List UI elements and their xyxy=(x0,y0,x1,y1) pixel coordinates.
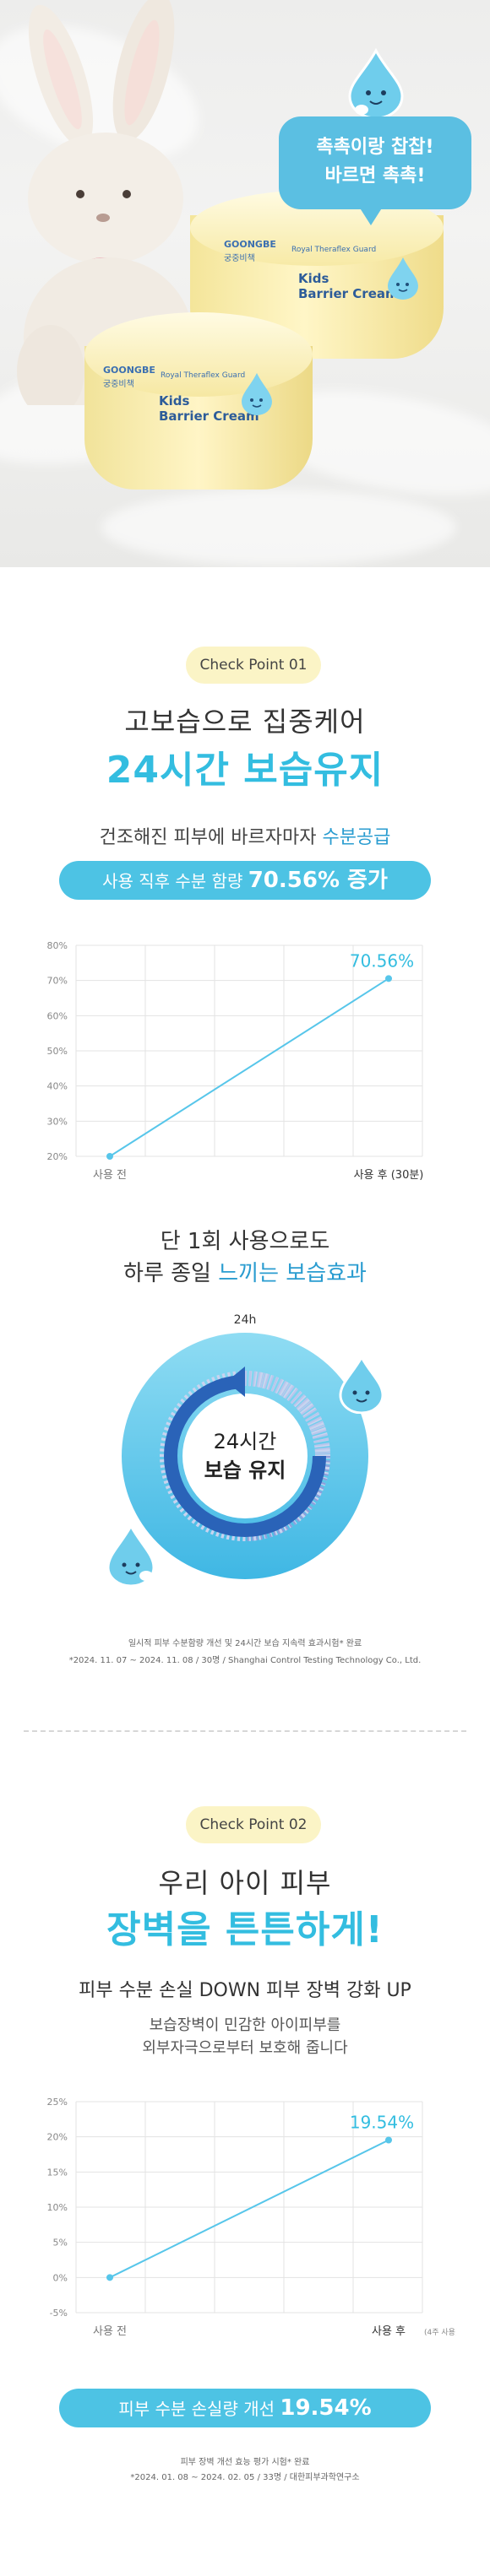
y-tick-label: 40% xyxy=(47,1081,68,1092)
hero-image: GOONGBE 궁중비책 Royal Theraflex Guard Kids … xyxy=(0,0,490,567)
jar-name-2: Barrier Cream xyxy=(159,409,259,424)
y-tick-label: 60% xyxy=(47,1010,68,1021)
x-category-label: 사용 전 xyxy=(93,1169,127,1182)
y-tick-label: 5% xyxy=(53,2238,68,2249)
clock-center-1: 24시간 xyxy=(213,1430,277,1453)
banner-2-value: 19.54% xyxy=(280,2395,372,2421)
jar-tagline: Royal Theraflex Guard xyxy=(161,371,246,380)
x-category-note: (4주 사용) xyxy=(424,2328,456,2337)
y-tick-label: 15% xyxy=(47,2167,68,2178)
checkpoint-pill-2: Check Point 02 xyxy=(186,1806,321,1843)
headline-1a: 고보습으로 집중케어 xyxy=(124,706,366,738)
footnote-1b: *2024. 11. 07 ~ 2024. 11. 08 / 30명 / Sha… xyxy=(68,1656,422,1665)
subhead-1-highlight: 수분공급 xyxy=(322,827,391,848)
day-title-1: 단 1회 사용으로도 xyxy=(160,1229,330,1254)
result-banner-1: 사용 직후 수분 함량 70.56% 증가 xyxy=(59,861,431,900)
footnote-2a: 피부 장벽 개선 효능 평가 시험* 완료 xyxy=(180,2458,310,2467)
y-tick-label: 10% xyxy=(47,2202,68,2213)
headline-2b: 장벽을 튼튼하게! xyxy=(106,1908,384,1951)
bunny-plush xyxy=(17,0,193,405)
y-tick-label: 25% xyxy=(47,2097,68,2108)
bubble-line-2: 바르면 촉촉! xyxy=(324,165,426,187)
day-title-2: 하루 종일 느끼는 보습효과 xyxy=(0,1256,490,1287)
speech-bubble: 촉촉이랑 찹찹! 바르면 촉촉! xyxy=(279,116,471,209)
y-tick-label: 80% xyxy=(47,940,68,951)
series-line xyxy=(109,977,389,1157)
day-title-2-prefix: 하루 종일 xyxy=(123,1261,219,1286)
banner-1-prefix: 사용 직후 수분 함량 xyxy=(102,871,248,891)
moisture-24h-ring xyxy=(122,1333,368,1579)
desc-2a: 보습장벽이 민감한 아이피부를 xyxy=(149,2016,341,2034)
drop-mascot-icon xyxy=(242,373,272,415)
data-point xyxy=(106,2274,113,2281)
x-category-label: 사용 전 xyxy=(93,2325,127,2338)
day-title-2-highlight: 느끼는 보습효과 xyxy=(218,1261,367,1286)
data-point xyxy=(385,2136,392,2144)
y-tick-label: 50% xyxy=(47,1046,68,1057)
headline-1b: 24시간 보습유지 xyxy=(106,749,384,792)
y-tick-label: 30% xyxy=(47,1116,68,1127)
data-point xyxy=(385,975,392,982)
drop-mascot-right-icon xyxy=(339,1355,384,1414)
speech-bubble-tail xyxy=(359,207,383,225)
y-tick-label: 20% xyxy=(47,1151,68,1162)
bubble-line-1: 촉촉이랑 찹찹! xyxy=(316,137,434,158)
jar-brand: GOONGBE xyxy=(224,239,276,250)
banner-2-prefix: 피부 수분 손실량 개선 xyxy=(118,2399,280,2419)
jar-name-1: Kids xyxy=(159,393,190,409)
cream-jar-front: GOONGBE 궁중비책 Royal Theraflex Guard Kids … xyxy=(84,312,313,498)
checkpoint-pill-1: Check Point 01 xyxy=(186,647,321,684)
moisture-line-chart: 20% 30% 40% 50% 60% 70% 80% 70.56% 사용 전 사용 후 (30분… xyxy=(47,940,424,1182)
jar-brand: GOONGBE xyxy=(103,365,155,376)
footnote-1a: 일시적 피부 수분함량 개선 및 24시간 보습 지속력 효과시험* 완료 xyxy=(128,1639,362,1648)
subhead-1: 건조해진 피부에 바르자마자 수분공급 xyxy=(0,822,490,849)
water-loss-line-chart: -5% 0% 5% 10% 15% 20% 25% 19.54% 사용 전 사용 후 (4주 사용) xyxy=(47,2097,456,2338)
data-point xyxy=(106,1153,113,1160)
jar-brand-kr: 궁중비책 xyxy=(103,380,134,389)
jar-brand-kr: 궁중비책 xyxy=(224,254,255,263)
x-category-label: 사용 후 (30분) xyxy=(354,1169,424,1182)
y-tick-label: 0% xyxy=(53,2272,68,2283)
jar-tagline: Royal Theraflex Guard xyxy=(291,246,377,254)
water-drop-mascot-icon xyxy=(348,47,404,118)
footnote-2b: *2024. 01. 08 ~ 2024. 02. 05 / 33명 / 대한피… xyxy=(130,2473,360,2482)
data-label: 70.56% xyxy=(350,950,414,971)
clock-center-2: 보습 유지 xyxy=(204,1458,286,1482)
result-banner-2: 피부 수분 손실량 개선 19.54% xyxy=(59,2389,431,2427)
x-category-label: 사용 후 xyxy=(372,2325,406,2338)
banner-1-value: 70.56% 증가 xyxy=(248,868,388,893)
headline-2a: 우리 아이 피부 xyxy=(158,1867,332,1899)
subhead-1-prefix: 건조해진 피부에 바르자마자 xyxy=(99,827,323,848)
section-divider xyxy=(24,1730,466,1732)
y-tick-label: 20% xyxy=(47,2132,68,2143)
subhead-2: 피부 수분 손실 DOWN 피부 장벽 강화 UP xyxy=(79,1980,411,2001)
y-tick-label: 70% xyxy=(47,976,68,987)
series-line xyxy=(109,2139,389,2279)
data-label: 19.54% xyxy=(350,2113,414,2133)
jar-name-1: Kids xyxy=(298,271,329,286)
drop-mascot-icon xyxy=(388,257,418,300)
clock-24h-label: 24h xyxy=(233,1313,257,1327)
jar-name-2: Barrier Cream xyxy=(298,286,399,301)
desc-2b: 외부자극으로부터 보호해 줍니다 xyxy=(142,2039,348,2057)
drop-mascot-left-icon xyxy=(106,1523,155,1587)
y-tick-label: -5% xyxy=(50,2308,68,2319)
